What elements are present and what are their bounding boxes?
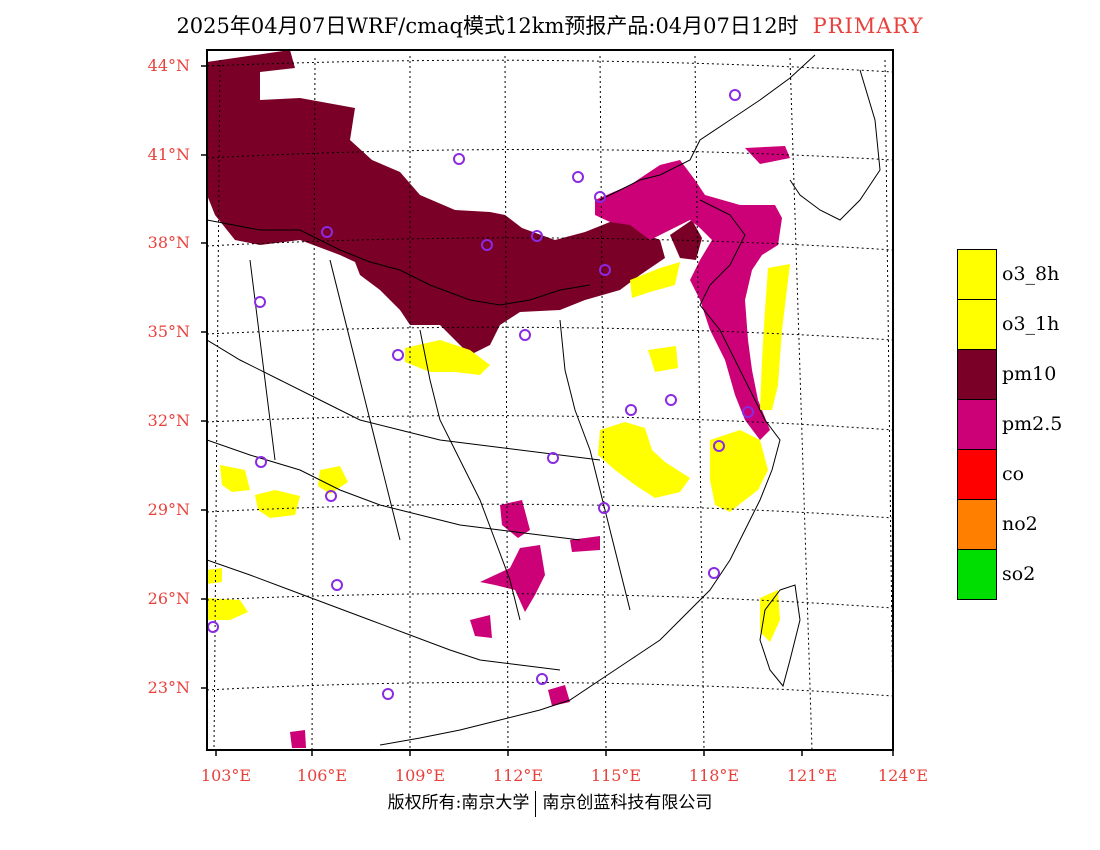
- legend-label-so2: so2: [1002, 563, 1036, 585]
- legend-swatch-pm10: [957, 349, 997, 400]
- legend-label-no2: no2: [1002, 513, 1038, 535]
- lat-label-41: 41°N: [147, 145, 190, 164]
- pm25-patch-coast: [548, 685, 570, 706]
- o3-region-west-edge: [207, 568, 222, 584]
- legend-swatch-so2: [957, 549, 997, 600]
- o3-region-shaanxi: [405, 340, 490, 375]
- station-markers: [207, 89, 754, 700]
- pm10-region: [207, 50, 665, 355]
- province-boundaries: [207, 54, 881, 746]
- map-title: 2025年04月07日WRF/cmaq模式12km预报产品:04月07日12时 P…: [0, 10, 1100, 40]
- legend-label-o3-1h: o3_1h: [1002, 313, 1060, 335]
- title-tag: PRIMARY: [812, 14, 924, 38]
- legend-label-co: co: [1002, 463, 1025, 485]
- pm25-patch-jiangxi: [570, 536, 600, 552]
- lat-label-26: 26°N: [147, 589, 190, 608]
- o3-region-jiangsu-strip: [760, 264, 790, 410]
- pm25-patch-central: [480, 545, 545, 612]
- axis-ticks: [201, 65, 894, 756]
- lat-label-44: 44°N: [147, 56, 190, 75]
- graticule: [207, 55, 893, 750]
- footer-separator: [535, 790, 537, 817]
- o3-region-fujian: [760, 590, 780, 642]
- lat-label-35: 35°N: [147, 322, 190, 341]
- lon-label-106: 106°E: [296, 766, 348, 785]
- title-main: 2025年04月07日WRF/cmaq模式12km预报产品:04月07日12时: [176, 14, 799, 38]
- lon-label-121: 121°E: [786, 766, 838, 785]
- legend-label-pm25: pm2.5: [1002, 413, 1063, 435]
- lon-label-115: 115°E: [590, 766, 642, 785]
- o3-region-anhui: [598, 422, 690, 498]
- pm10-patch: [670, 220, 702, 260]
- o3-region-shandong: [630, 262, 680, 298]
- lon-label-112: 112°E: [492, 766, 544, 785]
- pm25-patch-ne: [745, 146, 790, 164]
- copyright-right: 南京创蓝科技有限公司: [542, 793, 713, 813]
- o3-region-guizhou: [318, 466, 348, 494]
- copyright-footer: 版权所有:南京大学 南京创蓝科技有限公司: [0, 788, 1100, 817]
- legend-swatch-pm25: [957, 399, 997, 450]
- o3-region-chongqing: [255, 490, 300, 518]
- pm25-patch-hunan: [500, 500, 530, 538]
- legend-label-o3-8h: o3_8h: [1002, 263, 1060, 285]
- lat-label-29: 29°N: [147, 500, 190, 519]
- lon-label-109: 109°E: [394, 766, 446, 785]
- legend-label-pm10: pm10: [1002, 363, 1057, 385]
- lon-label-103: 103°E: [200, 766, 252, 785]
- o3-region-yunnan: [207, 598, 248, 620]
- map-frame: [206, 49, 894, 751]
- lat-label-38: 38°N: [147, 233, 190, 252]
- lat-label-23: 23°N: [147, 678, 190, 697]
- o3-region-east-coast: [710, 430, 768, 512]
- legend-swatch-o3-1h: [957, 299, 997, 350]
- pm25-region-north: [595, 160, 782, 440]
- o3-region-henan: [648, 346, 678, 372]
- legend-swatch-o3-8h: [957, 249, 997, 300]
- lat-label-32: 32°N: [147, 411, 190, 430]
- pm25-patch-guangxi: [470, 615, 492, 638]
- lon-label-124: 124°E: [877, 766, 929, 785]
- legend-swatch-no2: [957, 499, 997, 550]
- o3-region-sichuan: [220, 465, 250, 492]
- legend-swatch-co: [957, 449, 997, 500]
- lon-label-118: 118°E: [688, 766, 740, 785]
- copyright-left: 版权所有:南京大学: [387, 793, 530, 813]
- pm25-patch-south: [290, 730, 306, 748]
